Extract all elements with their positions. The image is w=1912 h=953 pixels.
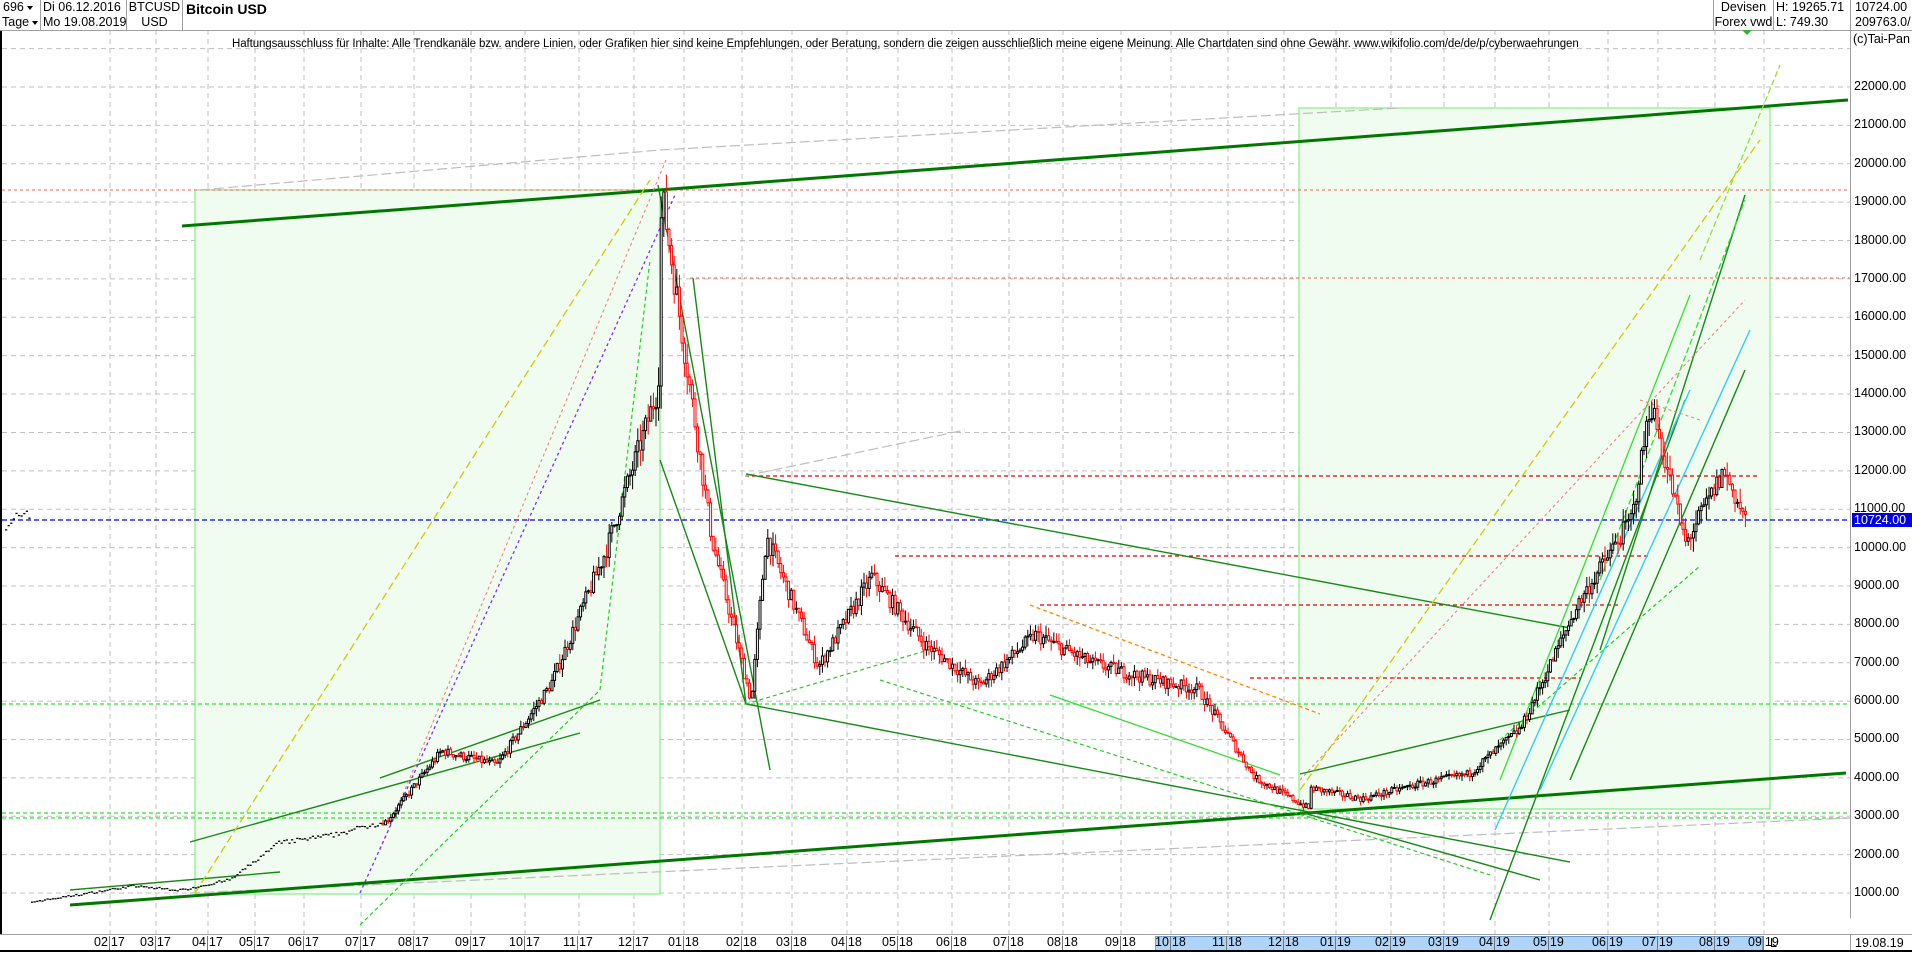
y-tick-label: 11000.00 bbox=[1854, 501, 1906, 516]
high-low-cell: H: 19265.71 L: 749.30 bbox=[1774, 0, 1851, 30]
y-tick-label: 21000.00 bbox=[1854, 117, 1907, 132]
chevron-down-icon[interactable] bbox=[32, 20, 39, 25]
y-tick-label: 8000.00 bbox=[1854, 616, 1900, 631]
y-tick-label: 3000.00 bbox=[1854, 808, 1900, 823]
price-ticks bbox=[5, 510, 382, 903]
disclaimer-text: Haftungsausschluss für Inhalte: Alle Tre… bbox=[232, 38, 1579, 50]
y-tick-label: 13000.00 bbox=[1854, 424, 1907, 439]
currency: USD bbox=[141, 15, 168, 29]
x-tick-label: 09 19 bbox=[1748, 935, 1779, 950]
x-tick-label: 08 18 bbox=[1047, 935, 1078, 950]
x-tick-label: 06 19 bbox=[1592, 935, 1623, 950]
symbol-cell: BTCUSD USD bbox=[127, 0, 183, 30]
x-tick-label: 01 19 bbox=[1320, 935, 1351, 950]
bottom-border bbox=[0, 950, 1912, 952]
y-axis[interactable] bbox=[1850, 30, 1912, 918]
y-tick-label: 14000.00 bbox=[1854, 386, 1907, 401]
high-value: H: 19265.71 bbox=[1776, 0, 1845, 14]
salmon-dotted-lines bbox=[379, 159, 1746, 851]
range-box-2017 bbox=[194, 189, 661, 895]
x-tick-label: 10 17 bbox=[509, 935, 540, 950]
x-tick-label: 06 17 bbox=[288, 935, 319, 950]
grey-guides bbox=[189, 107, 1851, 894]
x-tick-label: 03 19 bbox=[1428, 935, 1459, 950]
market-cell: Devisen Forex vwd bbox=[1713, 0, 1774, 30]
y-tick-label: 6000.00 bbox=[1854, 693, 1900, 708]
y-tick-label: 19000.00 bbox=[1854, 194, 1907, 209]
y-tick-label: 1000.00 bbox=[1854, 885, 1900, 899]
x-tick-label: 08 17 bbox=[398, 935, 429, 950]
y-tick-label: 10000.00 bbox=[1854, 539, 1907, 554]
range-mode-toggle[interactable]: L bbox=[1770, 936, 1777, 950]
y-tick-label: 7000.00 bbox=[1854, 654, 1900, 669]
x-tick-label: 05 18 bbox=[882, 935, 913, 950]
marker-triangle-icon bbox=[1742, 30, 1752, 35]
main-trendlines bbox=[69, 98, 1849, 907]
y-tick-label: 15000.00 bbox=[1854, 347, 1907, 362]
volume: 209763.0/ bbox=[1855, 15, 1911, 29]
copyright: (c)Tai-Pan bbox=[1853, 32, 1910, 46]
chart-title: Bitcoin USD bbox=[186, 1, 267, 17]
x-tick-label: 02 18 bbox=[726, 935, 757, 950]
date-range[interactable]: Di 06.12.2016 Mo 19.08.2019 bbox=[41, 0, 127, 30]
x-tick-label: 07 18 bbox=[993, 935, 1024, 950]
symbol: BTCUSD bbox=[128, 0, 181, 14]
y-tick-label: 16000.00 bbox=[1854, 309, 1907, 324]
bright-trendlines bbox=[1049, 64, 1781, 781]
y-tick-label: 5000.00 bbox=[1854, 731, 1900, 746]
y-tick-label: 12000.00 bbox=[1854, 462, 1907, 477]
chevron-down-icon[interactable] bbox=[26, 5, 33, 10]
y-tick-label: 17000.00 bbox=[1854, 270, 1907, 285]
purple-dotted-line bbox=[359, 194, 676, 894]
x-tick-label: 07 19 bbox=[1642, 935, 1673, 950]
last-price: 10724.00 bbox=[1855, 0, 1908, 14]
x-tick-label: 08 19 bbox=[1699, 935, 1730, 950]
x-tick-label: 03 17 bbox=[140, 935, 171, 950]
last-price-tag: 10724.00 bbox=[1852, 513, 1912, 527]
x-tick-label: 05 19 bbox=[1533, 935, 1564, 950]
y-tick-label: 9000.00 bbox=[1854, 577, 1900, 592]
horizontal-levels bbox=[2, 189, 1850, 819]
header-bar: 696 Tage Di 06.12.2016 Mo 19.08.2019 BTC… bbox=[0, 0, 1912, 31]
x-tick-label: 02 19 bbox=[1375, 935, 1406, 950]
data-source: Forex vwd bbox=[1714, 15, 1773, 29]
market: Devisen bbox=[1720, 0, 1767, 14]
date-from[interactable]: Di 06.12.2016 bbox=[43, 0, 121, 14]
x-tick-label: 01 18 bbox=[668, 935, 699, 950]
orange-dashed-line bbox=[1029, 604, 1321, 715]
x-tick-label: 03 18 bbox=[776, 935, 807, 950]
y-tick-label: 20000.00 bbox=[1854, 155, 1907, 170]
last-cell: 10724.00 209763.0/ bbox=[1851, 0, 1912, 30]
x-tick-label: 05 17 bbox=[239, 935, 270, 950]
x-tick-label: 06 18 bbox=[936, 935, 967, 950]
low-value: L: 749.30 bbox=[1776, 15, 1829, 29]
x-tick-label: 12 17 bbox=[618, 935, 649, 950]
cyan-lines bbox=[1494, 329, 1751, 831]
x-tick-label: 04 19 bbox=[1479, 935, 1510, 950]
x-tick-label: 10 18 bbox=[1155, 935, 1186, 950]
x-tick-label: 02 17 bbox=[94, 935, 125, 950]
yellow-lines bbox=[194, 139, 1761, 894]
x-tick-label: 04 17 bbox=[192, 935, 223, 950]
x-tick-label: 04 18 bbox=[831, 935, 862, 950]
y-tick-label: 22000.00 bbox=[1854, 79, 1907, 94]
date-to[interactable]: Mo 19.08.2019 bbox=[43, 15, 126, 29]
y-tick-label: 18000.00 bbox=[1854, 232, 1907, 247]
x-tick-label: 07 17 bbox=[345, 935, 376, 950]
x-tick-label: 09 17 bbox=[455, 935, 486, 950]
x-tick-label: 11 18 bbox=[1212, 935, 1242, 950]
period-count[interactable]: 696 bbox=[3, 0, 24, 14]
end-date: 19.08.19 bbox=[1850, 934, 1912, 952]
period-unit[interactable]: Tage bbox=[2, 15, 30, 29]
y-tick-label: 4000.00 bbox=[1854, 769, 1900, 784]
candles bbox=[381, 174, 1747, 826]
period-selector[interactable]: 696 Tage bbox=[0, 0, 41, 30]
left-border bbox=[0, 30, 2, 934]
y-tick-label: 2000.00 bbox=[1854, 846, 1900, 861]
x-tick-label: 12 18 bbox=[1268, 935, 1299, 950]
x-tick-label: 09 18 bbox=[1105, 935, 1136, 950]
x-tick-label: 11 17 bbox=[563, 935, 593, 950]
